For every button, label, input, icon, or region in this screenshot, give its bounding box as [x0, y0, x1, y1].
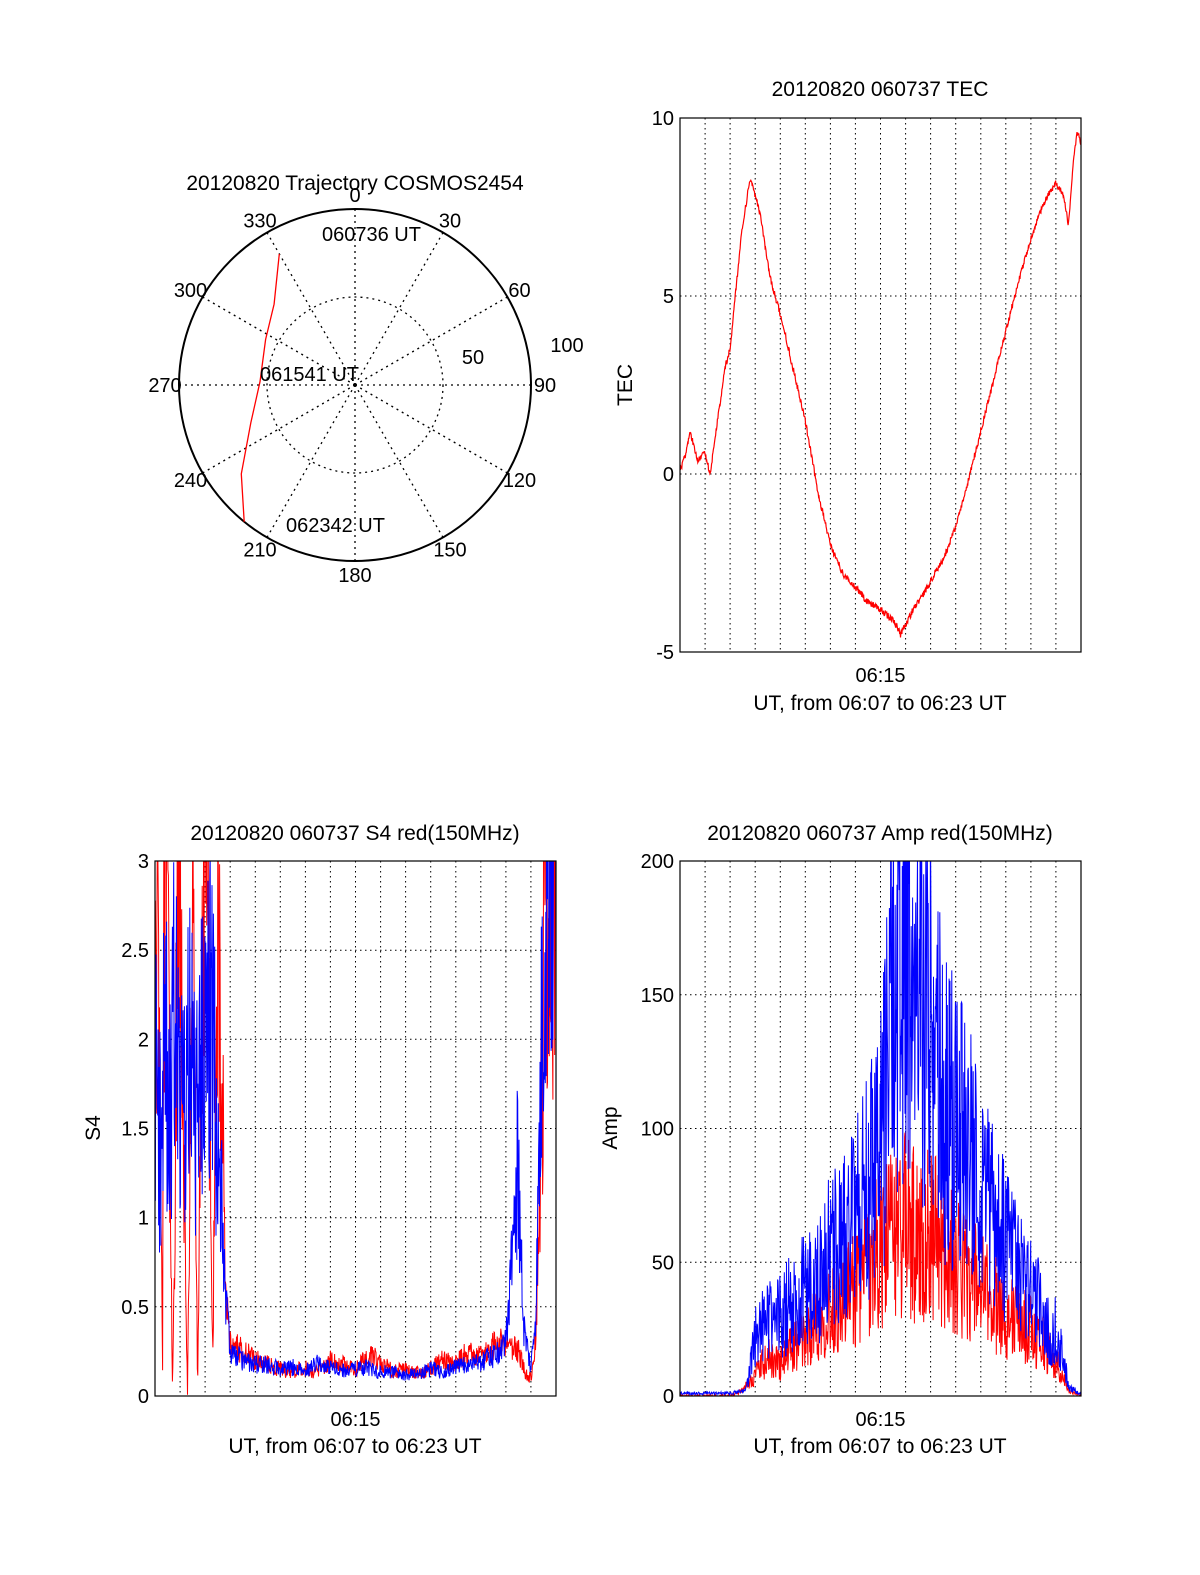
s4-xlabel: UT, from 06:07 to 06:23 UT — [228, 1435, 481, 1458]
s4-ytick-label: 1 — [138, 1208, 149, 1230]
azimuth-label-180: 180 — [338, 565, 371, 587]
s4-xtick-label: 06:15 — [330, 1409, 380, 1431]
amp-y-ticks: 0 50 100 150 200 — [641, 851, 674, 1408]
s4-ytick-label: 0 — [138, 1386, 149, 1408]
amp-ytick-label: 0 — [663, 1386, 674, 1408]
tec-grid — [680, 118, 1081, 652]
tec-ytick-label: -5 — [656, 642, 674, 664]
polar-spoke-120 — [354, 384, 508, 474]
s4-ytick-label: 3 — [138, 851, 149, 873]
polar-ring-50 — [266, 296, 444, 474]
polar-grid — [179, 209, 531, 561]
amp-ytick-label: 200 — [641, 851, 674, 873]
s4-grid — [155, 861, 556, 1396]
tec-title: 20120820 060737 TEC — [772, 78, 989, 101]
annotation-mid-time: 061541 UT — [260, 364, 359, 386]
polar-outer-ring — [178, 208, 532, 562]
azimuth-label-210: 210 — [243, 540, 276, 562]
s4-series — [155, 861, 556, 1395]
amp-plot: 20120820 060737 Amp red(150MHz) 0 50 100 15… — [599, 822, 1082, 1458]
azimuth-label-0: 0 — [349, 185, 360, 207]
s4-frame — [154, 860, 557, 1397]
s4-y-ticks: 0 0.5 1 1.5 2 2.5 3 — [121, 851, 149, 1408]
tec-x-ticks: 06:15 — [855, 665, 905, 687]
tec-ylabel: TEC — [614, 364, 637, 406]
azimuth-label-150: 150 — [433, 540, 466, 562]
amp-x-ticks: 06:15 — [855, 1409, 905, 1431]
tec-plot: 20120820 060737 TEC -5 0 5 10 06:15 TEC UT,… — [614, 78, 1082, 715]
azimuth-label-330: 330 — [243, 211, 276, 233]
azimuth-label-30: 30 — [439, 211, 461, 233]
amp-xtick-label: 06:15 — [855, 1409, 905, 1431]
s4-title: 20120820 060737 S4 red(150MHz) — [190, 822, 519, 845]
tec-series — [680, 132, 1081, 638]
azimuth-label-240: 240 — [174, 470, 207, 492]
amp-xlabel: UT, from 06:07 to 06:23 UT — [753, 1435, 1006, 1458]
azimuth-label-300: 300 — [174, 280, 207, 302]
s4-x-ticks: 06:15 — [330, 1409, 380, 1431]
tec-ytick-label: 0 — [663, 464, 674, 486]
tec-xlabel: UT, from 06:07 to 06:23 UT — [753, 692, 1006, 715]
tec-frame — [679, 117, 1082, 653]
s4-ytick-label: 2.5 — [121, 940, 149, 962]
s4-series-line-2 — [155, 861, 556, 1381]
amp-title: 20120820 060737 Amp red(150MHz) — [707, 822, 1053, 845]
radial-label-50: 50 — [462, 347, 484, 369]
amp-series — [680, 861, 1081, 1396]
trajectory-polar-plot: 20120820 Trajectory COSMOS2454 0 30 60 90 12… — [148, 172, 583, 587]
amp-frame — [679, 860, 1082, 1397]
tec-series-line-1 — [680, 132, 1081, 638]
amp-ytick-label: 50 — [652, 1252, 674, 1274]
tec-ytick-label: 5 — [663, 286, 674, 308]
trajectory-title: 20120820 Trajectory COSMOS2454 — [186, 172, 524, 195]
azimuth-label-120: 120 — [503, 470, 536, 492]
azimuth-label-270: 270 — [148, 375, 181, 397]
s4-ytick-label: 0.5 — [121, 1297, 149, 1319]
trajectory-track — [240, 253, 280, 522]
azimuth-label-90: 90 — [534, 375, 556, 397]
s4-ytick-label: 1.5 — [121, 1119, 149, 1141]
s4-ytick-label: 2 — [138, 1029, 149, 1051]
azimuth-labels: 0 30 60 90 120 150 180 210 240 270 300 330 — [148, 185, 556, 587]
annotation-end-time: 062342 UT — [286, 515, 385, 537]
s4-plot: 20120820 060737 S4 red(150MHz) 0 0.5 1 1.5 2… — [82, 822, 557, 1458]
radial-label-100: 100 — [550, 335, 583, 357]
s4-ylabel: S4 — [82, 1115, 105, 1141]
amp-series-line-2 — [680, 861, 1081, 1396]
amp-ytick-label: 150 — [641, 985, 674, 1007]
annotation-start-time: 060736 UT — [322, 224, 421, 246]
amp-ytick-label: 100 — [641, 1119, 674, 1141]
azimuth-label-60: 60 — [508, 280, 530, 302]
tec-y-ticks: -5 0 5 10 — [652, 108, 674, 664]
amp-ylabel: Amp — [599, 1106, 622, 1149]
tec-ytick-label: 10 — [652, 108, 674, 130]
polar-spoke-30 — [354, 232, 444, 386]
tec-xtick-label: 06:15 — [855, 665, 905, 687]
